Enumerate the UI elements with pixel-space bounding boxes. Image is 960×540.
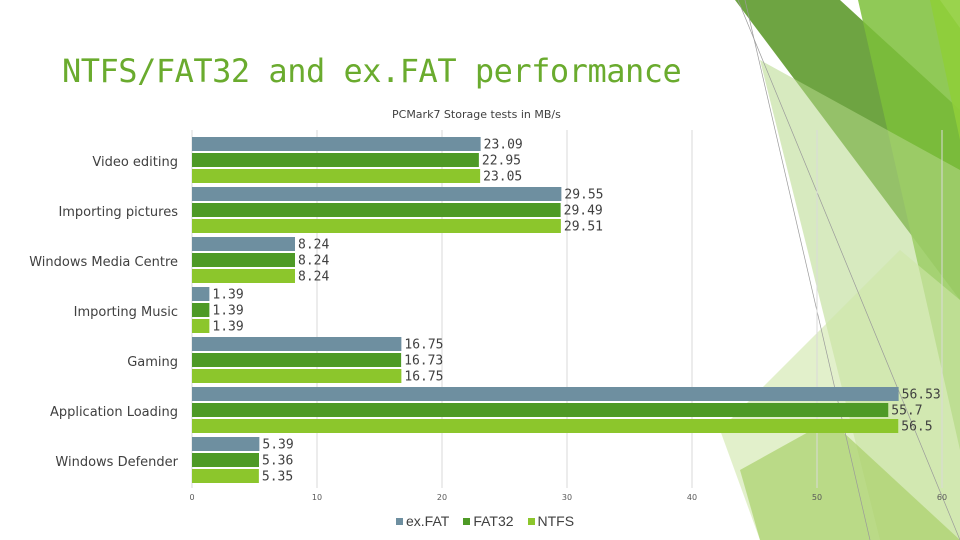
category-label-application-loading: Application Loading <box>50 405 178 420</box>
x-tick-label-20: 20 <box>437 493 447 502</box>
x-tick-label-50: 50 <box>812 493 822 502</box>
chart-title: PCMark7 Storage tests in MB/s <box>392 108 561 121</box>
category-label-video-editing: Video editing <box>92 155 178 170</box>
legend-label-ntfs: NTFS <box>537 513 575 529</box>
value-label-fat32-importing-music: 1.39 <box>212 304 243 319</box>
x-tick-label-60: 60 <box>937 493 947 502</box>
value-label-fat32-gaming: 16.73 <box>404 354 443 369</box>
x-tick-label-10: 10 <box>312 493 322 502</box>
value-label-ntfs-importing-music: 1.39 <box>212 320 243 335</box>
value-label-exfat-application-loading: 56.53 <box>902 388 941 403</box>
category-label-gaming: Gaming <box>127 355 178 370</box>
bar-fat32-importing-music <box>192 303 210 317</box>
bar-ntfs-application-loading <box>192 419 899 433</box>
x-tick-label-0: 0 <box>189 493 194 502</box>
legend-swatch-ntfs <box>527 517 535 525</box>
value-label-exfat-importing-pictures: 29.55 <box>564 188 603 203</box>
value-label-ntfs-windows-defender: 5.35 <box>262 470 293 485</box>
value-label-ntfs-importing-pictures: 29.51 <box>564 220 603 235</box>
bar-exfat-windows-defender <box>192 437 260 451</box>
legend-item-exfat: ex.FAT <box>396 513 449 529</box>
bar-exfat-importing-music <box>192 287 210 301</box>
bar-exfat-gaming <box>192 337 402 351</box>
bar-ntfs-windows-media-centre <box>192 269 295 283</box>
value-label-fat32-windows-media-centre: 8.24 <box>298 254 329 269</box>
category-label-windows-media-centre: Windows Media Centre <box>29 255 178 270</box>
legend-item-ntfs: NTFS <box>527 513 575 529</box>
category-label-windows-defender: Windows Defender <box>55 455 178 470</box>
value-label-fat32-application-loading: 55.7 <box>891 404 922 419</box>
decor-line-2 <box>744 0 871 540</box>
bar-ntfs-windows-defender <box>192 469 259 483</box>
bar-fat32-importing-pictures <box>192 203 561 217</box>
bar-fat32-windows-defender <box>192 453 259 467</box>
decor-line-1 <box>737 0 960 540</box>
value-label-ntfs-application-loading: 56.5 <box>901 420 932 435</box>
value-label-ntfs-windows-media-centre: 8.24 <box>298 270 329 285</box>
value-label-exfat-video-editing: 23.09 <box>484 138 523 153</box>
value-label-exfat-windows-media-centre: 8.24 <box>298 238 329 253</box>
x-tick-label-40: 40 <box>687 493 697 502</box>
value-label-fat32-video-editing: 22.95 <box>482 154 521 169</box>
slide-title: NTFS/FAT32 and ex.FAT performance <box>62 52 682 90</box>
legend-label-fat32: FAT32 <box>473 513 514 529</box>
category-label-importing-music: Importing Music <box>74 305 178 320</box>
value-label-fat32-importing-pictures: 29.49 <box>564 204 603 219</box>
legend-swatch-exfat <box>396 517 403 525</box>
decor-shape-pale-green <box>740 420 960 540</box>
bar-fat32-video-editing <box>192 153 479 167</box>
bar-ntfs-gaming <box>192 369 402 383</box>
chart-legend: ex.FAT FAT32 NTFS <box>396 513 574 529</box>
bar-fat32-application-loading <box>192 403 889 417</box>
legend-label-exfat: ex.FAT <box>406 513 450 529</box>
grid-layer <box>191 130 943 488</box>
value-label-exfat-windows-defender: 5.39 <box>262 438 293 453</box>
decor-shape-lime-corner <box>930 0 960 140</box>
bar-ntfs-video-editing <box>192 169 481 183</box>
bar-fat32-gaming <box>192 353 402 367</box>
labels-layer: 0 10 20 30 40 50 60 Video editing 23.0922.9523.0… <box>29 138 947 503</box>
bar-exfat-application-loading <box>192 387 899 401</box>
bar-ntfs-importing-pictures <box>192 219 561 233</box>
value-label-exfat-importing-music: 1.39 <box>212 288 243 303</box>
value-label-exfat-gaming: 16.75 <box>404 338 443 353</box>
x-tick-label-30: 30 <box>562 493 572 502</box>
value-label-ntfs-gaming: 16.75 <box>404 370 443 385</box>
bar-exfat-video-editing <box>192 137 481 151</box>
legend-swatch-fat32 <box>463 517 471 525</box>
value-label-fat32-windows-defender: 5.36 <box>262 454 293 469</box>
legend-item-fat32: FAT32 <box>463 513 514 529</box>
bars-layer <box>192 137 899 483</box>
value-label-ntfs-video-editing: 23.05 <box>483 170 522 185</box>
bar-ntfs-importing-music <box>192 319 210 333</box>
bar-exfat-windows-media-centre <box>192 237 295 251</box>
category-label-importing-pictures: Importing pictures <box>58 205 178 220</box>
bar-fat32-windows-media-centre <box>192 253 295 267</box>
bar-exfat-importing-pictures <box>192 187 562 201</box>
